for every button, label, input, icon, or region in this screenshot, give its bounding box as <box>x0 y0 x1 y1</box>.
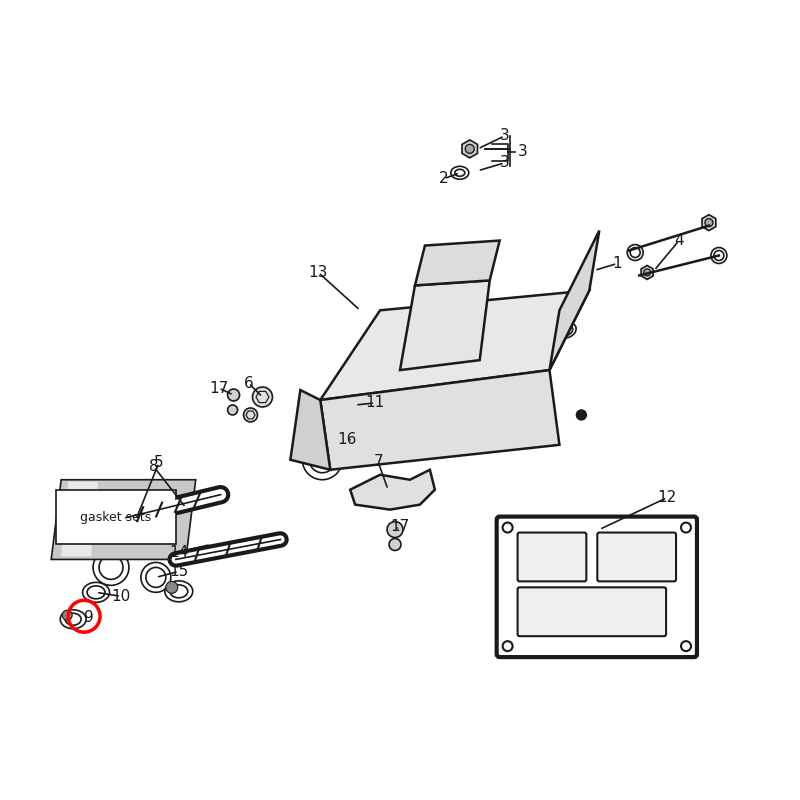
Text: 4: 4 <box>674 233 684 248</box>
Circle shape <box>502 641 513 651</box>
Circle shape <box>714 250 724 261</box>
Ellipse shape <box>477 416 502 434</box>
Circle shape <box>644 269 650 276</box>
Polygon shape <box>641 266 653 279</box>
Polygon shape <box>61 482 98 557</box>
Text: 5: 5 <box>154 455 164 470</box>
Circle shape <box>253 387 273 407</box>
Polygon shape <box>320 290 590 400</box>
Polygon shape <box>702 214 716 230</box>
Text: 17: 17 <box>390 519 410 534</box>
Ellipse shape <box>421 478 429 485</box>
Text: 11: 11 <box>366 395 385 410</box>
Circle shape <box>228 389 239 401</box>
Polygon shape <box>320 370 559 470</box>
Text: 14: 14 <box>169 545 188 560</box>
Circle shape <box>243 408 258 422</box>
Ellipse shape <box>382 486 394 494</box>
Text: 3: 3 <box>518 144 527 159</box>
FancyBboxPatch shape <box>518 587 666 636</box>
Circle shape <box>681 641 691 651</box>
Circle shape <box>62 610 72 620</box>
Text: 3: 3 <box>500 129 510 143</box>
Circle shape <box>630 247 640 258</box>
Circle shape <box>146 567 166 587</box>
Polygon shape <box>400 281 490 370</box>
Ellipse shape <box>455 170 465 176</box>
Circle shape <box>310 420 330 440</box>
Circle shape <box>334 383 377 427</box>
Circle shape <box>705 218 713 226</box>
Ellipse shape <box>378 482 398 497</box>
Text: 9: 9 <box>84 610 94 625</box>
Circle shape <box>681 522 691 533</box>
Circle shape <box>627 245 643 261</box>
Ellipse shape <box>65 614 81 626</box>
Circle shape <box>338 428 362 452</box>
Ellipse shape <box>82 582 110 602</box>
Ellipse shape <box>418 477 432 486</box>
Ellipse shape <box>60 610 86 629</box>
Text: 8: 8 <box>149 459 158 474</box>
FancyBboxPatch shape <box>598 533 676 582</box>
Text: 16: 16 <box>338 432 357 447</box>
Ellipse shape <box>357 421 383 439</box>
Polygon shape <box>550 230 599 370</box>
FancyBboxPatch shape <box>497 517 697 657</box>
Circle shape <box>166 582 178 594</box>
Circle shape <box>387 522 403 538</box>
Text: 2: 2 <box>439 171 449 186</box>
Ellipse shape <box>560 325 573 335</box>
Text: 15: 15 <box>169 564 188 579</box>
Circle shape <box>228 405 238 415</box>
Text: 1: 1 <box>613 256 622 271</box>
Text: 6: 6 <box>244 375 254 390</box>
Circle shape <box>466 144 474 154</box>
Ellipse shape <box>451 166 469 179</box>
Circle shape <box>141 562 170 592</box>
Text: 12: 12 <box>658 490 677 505</box>
Circle shape <box>332 422 368 458</box>
Text: gasket sets: gasket sets <box>80 510 152 523</box>
FancyBboxPatch shape <box>518 533 586 582</box>
Circle shape <box>711 247 727 263</box>
Ellipse shape <box>165 581 193 602</box>
Circle shape <box>310 447 335 473</box>
Polygon shape <box>350 470 435 510</box>
Text: 3: 3 <box>500 155 510 170</box>
Ellipse shape <box>470 411 509 439</box>
Text: 7: 7 <box>374 454 383 470</box>
Polygon shape <box>290 390 330 470</box>
Ellipse shape <box>170 585 188 598</box>
Polygon shape <box>415 241 500 286</box>
Circle shape <box>302 440 342 480</box>
Circle shape <box>99 555 123 579</box>
Circle shape <box>576 410 586 420</box>
Circle shape <box>502 522 513 533</box>
Polygon shape <box>51 480 196 559</box>
Polygon shape <box>462 140 478 158</box>
Text: 17: 17 <box>209 381 228 395</box>
Circle shape <box>340 390 370 420</box>
FancyBboxPatch shape <box>56 490 176 545</box>
Ellipse shape <box>351 416 389 444</box>
Ellipse shape <box>87 586 105 599</box>
Circle shape <box>304 414 336 446</box>
Text: 13: 13 <box>309 265 328 280</box>
Ellipse shape <box>557 322 576 338</box>
Text: 10: 10 <box>111 589 130 604</box>
Circle shape <box>93 550 129 586</box>
Circle shape <box>389 538 401 550</box>
